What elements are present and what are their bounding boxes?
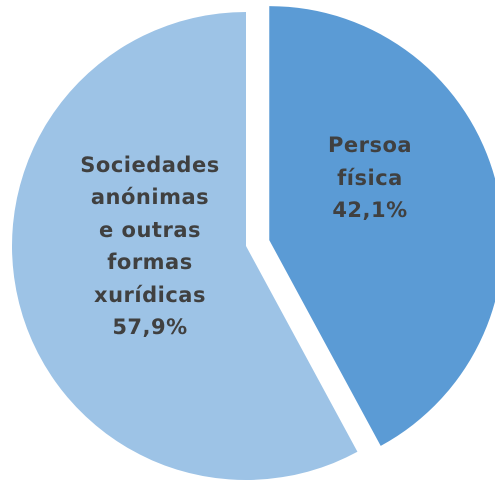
slice-label: Sociedades anónimas e outras formas xurí… [45,126,255,366]
pie-slice [269,6,495,446]
pie-slice [11,12,358,481]
category-label: Persoa física [327,133,413,190]
value-label: 42,1% [332,198,408,223]
label-box: Persoa física 42,1% [285,58,455,298]
category-label: Sociedades anónimas e outras formas xurí… [80,152,220,307]
label-box: Sociedades anónimas e outras formas xurí… [45,126,255,366]
value-label: 57,9% [112,315,188,339]
slice-label: Persoa física 42,1% [285,58,455,298]
